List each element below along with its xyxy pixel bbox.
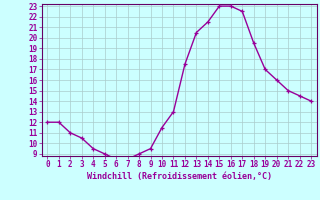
X-axis label: Windchill (Refroidissement éolien,°C): Windchill (Refroidissement éolien,°C) — [87, 172, 272, 181]
